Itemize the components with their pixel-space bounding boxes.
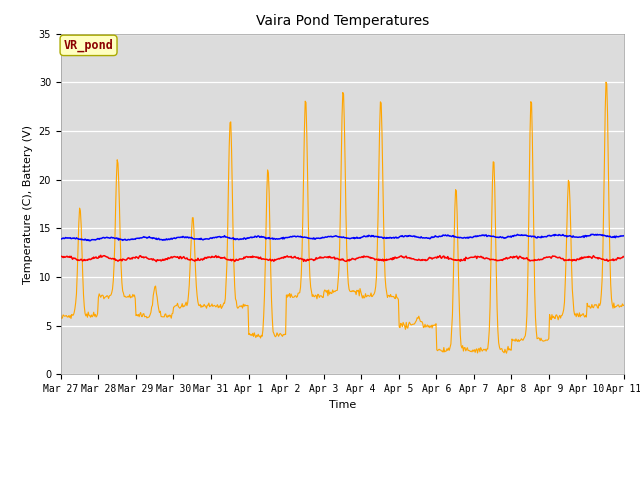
- X-axis label: Time: Time: [329, 400, 356, 409]
- Text: VR_pond: VR_pond: [63, 39, 113, 52]
- Title: Vaira Pond Temperatures: Vaira Pond Temperatures: [256, 14, 429, 28]
- Legend: Water_temp, PanelT_pond, BattV_pond: Water_temp, PanelT_pond, BattV_pond: [168, 475, 517, 480]
- Y-axis label: Temperature (C), Battery (V): Temperature (C), Battery (V): [23, 124, 33, 284]
